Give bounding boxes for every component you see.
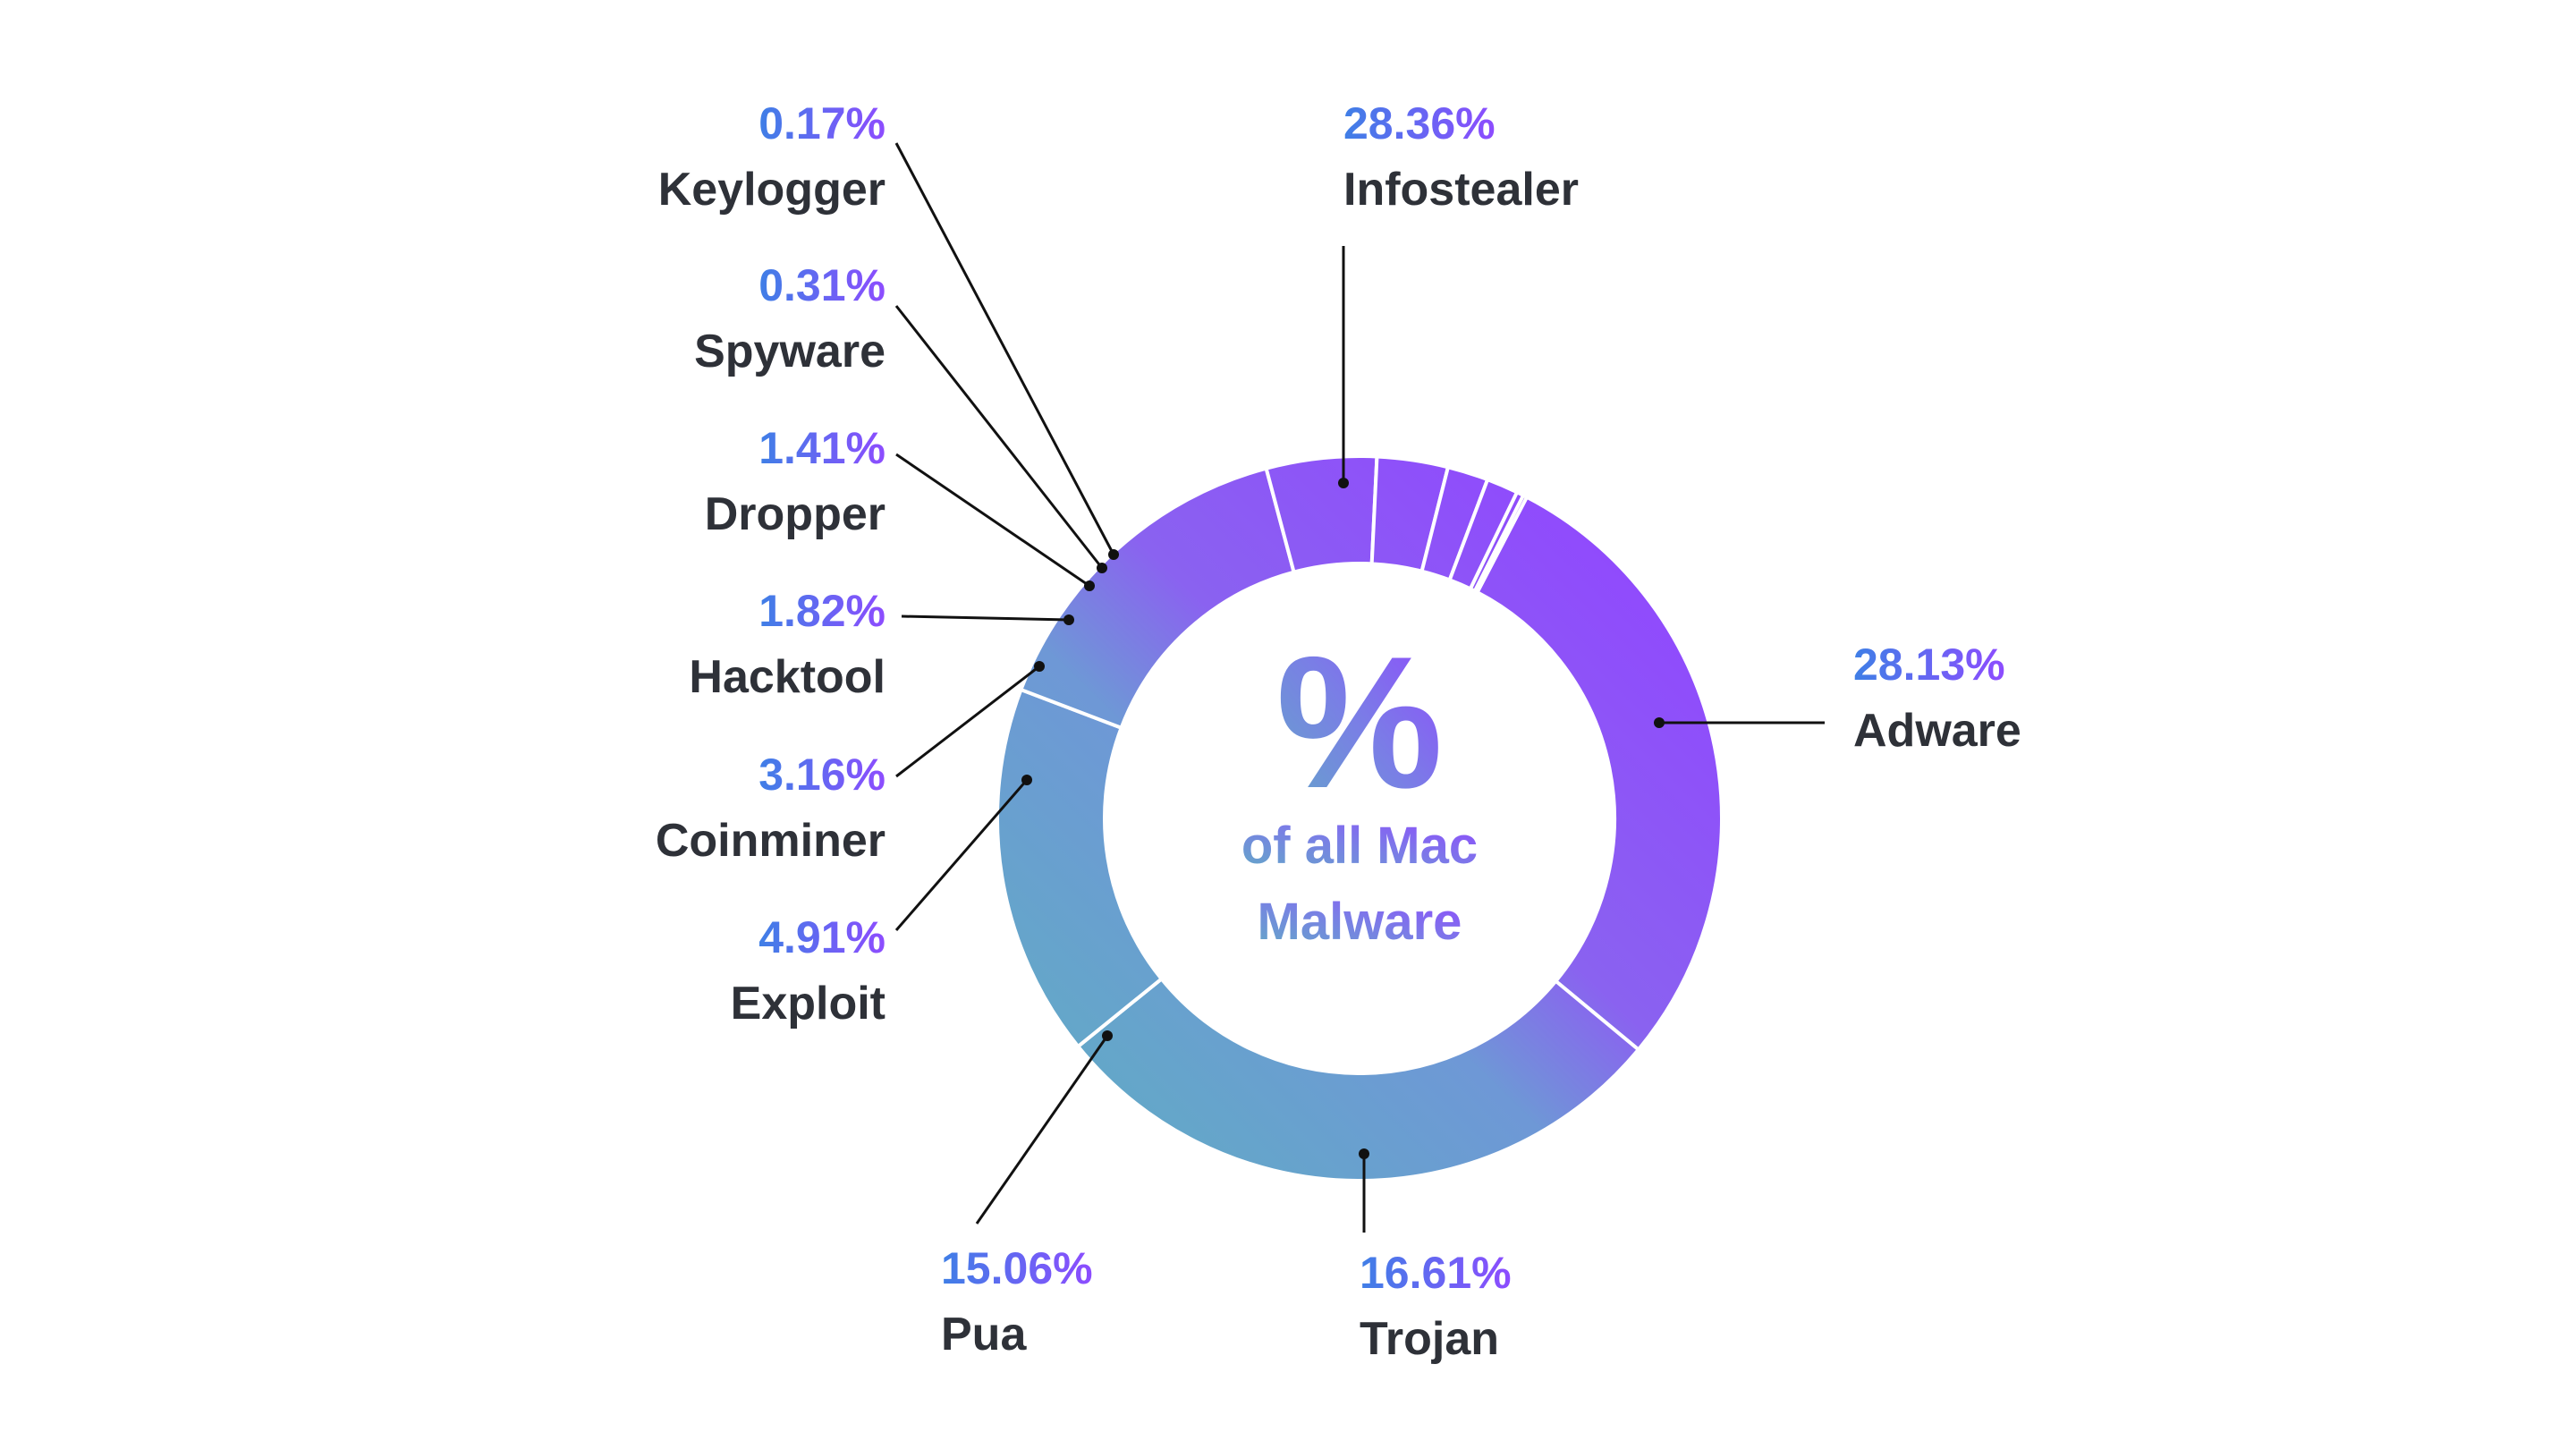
slice-adware — [1075, 976, 1641, 1182]
leader-dot-infostealer — [1338, 478, 1349, 488]
leader-dot-exploit — [1021, 775, 1032, 785]
percent-label-exploit: 4.91% — [758, 912, 886, 962]
category-label-trojan: Trojan — [1360, 1313, 1499, 1365]
percent-label-spyware: 0.31% — [758, 260, 886, 310]
slice-keylogger — [1472, 493, 1530, 595]
category-label-exploit: Exploit — [731, 978, 886, 1030]
leader-dot-dropper — [1084, 580, 1095, 591]
percent-label-hacktool: 1.82% — [758, 586, 886, 636]
leader-line-hacktool — [901, 614, 1070, 622]
slice-trojan — [996, 687, 1165, 1049]
leader-line-keylogger — [894, 142, 1115, 555]
leader-dot-trojan — [1359, 1148, 1369, 1159]
leader-lines — [894, 142, 1825, 1233]
donut-slices — [996, 454, 1724, 1182]
leader-dot-coinminer — [1034, 661, 1045, 672]
category-label-hacktool: Hacktool — [689, 651, 886, 703]
category-label-spyware: Spyware — [694, 326, 886, 377]
percent-label-dropper: 1.41% — [758, 423, 886, 473]
center-percent-symbol: % — [1276, 617, 1444, 827]
percent-label-trojan: 16.61% — [1360, 1248, 1512, 1298]
category-label-pua: Pua — [941, 1309, 1027, 1360]
slice-labels: 28.36% Infostealer 28.13% Adware 16.61% Troja… — [656, 98, 2021, 1365]
center-label: % of all Mac Malware — [1241, 617, 1478, 951]
leader-dot-spyware — [1097, 563, 1107, 573]
leader-dot-hacktool — [1063, 614, 1074, 625]
category-label-infostealer: Infostealer — [1343, 164, 1579, 216]
leader-dot-adware — [1654, 717, 1665, 728]
percent-label-infostealer: 28.36% — [1343, 98, 1496, 148]
leader-line-pua — [975, 1035, 1109, 1224]
leader-line-dropper — [895, 453, 1090, 588]
category-label-keylogger: Keylogger — [658, 164, 886, 216]
percent-label-pua: 15.06% — [941, 1243, 1093, 1293]
leader-line-exploit — [894, 779, 1029, 931]
leader-dot-pua — [1102, 1030, 1113, 1041]
leader-line-coinminer — [895, 665, 1040, 778]
percent-label-coinminer: 3.16% — [758, 750, 886, 800]
percent-label-adware: 28.13% — [1853, 640, 2005, 690]
category-label-dropper: Dropper — [705, 488, 886, 540]
center-text-line-1: of all Mac — [1241, 817, 1478, 875]
percent-label-keylogger: 0.17% — [758, 98, 886, 148]
slice-pua — [1018, 466, 1297, 731]
slice-infostealer — [1474, 495, 1724, 1053]
category-label-coinminer: Coinminer — [656, 815, 886, 867]
leader-line-spyware — [894, 305, 1104, 569]
center-text-line-2: Malware — [1258, 893, 1462, 951]
leader-dot-keylogger — [1108, 549, 1119, 560]
category-label-adware: Adware — [1853, 705, 2021, 757]
